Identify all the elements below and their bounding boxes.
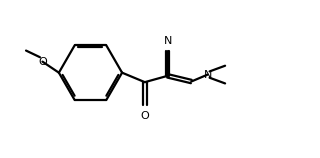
Text: N: N — [204, 70, 212, 80]
Text: O: O — [140, 111, 149, 121]
Text: O: O — [38, 57, 47, 67]
Text: N: N — [164, 36, 172, 46]
